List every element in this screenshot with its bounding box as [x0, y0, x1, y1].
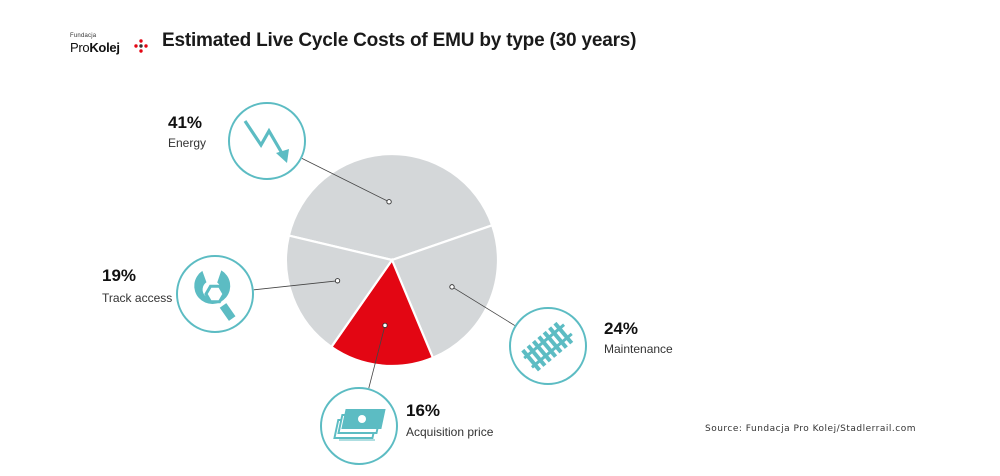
slice-percent-label: 19%: [102, 266, 136, 285]
source-note: Source: Fundacja Pro Kolej/Stadlerrail.c…: [705, 424, 916, 434]
prokolej-logo: Fundacja ProKolej: [70, 33, 150, 57]
leader-line: [301, 158, 390, 203]
logo-dots-icon: [134, 39, 148, 53]
lightning-arrow-icon: [228, 102, 306, 180]
slice-percent-label: 16%: [406, 401, 440, 420]
slice-category-label: Energy: [168, 136, 206, 150]
railway-track-icon: [509, 307, 587, 385]
slice-marker-dot: [449, 284, 455, 290]
pie-slice-maintenance: [390, 223, 500, 360]
logo-foundation-text: Fundacja: [70, 33, 97, 39]
slice-labels: 41% Energy 24% Maintenance 16% Acquisition pr…: [102, 113, 673, 439]
logo-wordmark: ProKolej: [70, 40, 120, 55]
leader-line: [451, 286, 516, 326]
pie-slice-track-access: [284, 234, 394, 349]
banknotes-icon: [320, 387, 398, 465]
logo-kolej-text: Kolej: [89, 40, 120, 55]
slice-percent-label: 24%: [604, 319, 638, 338]
chart-title: Estimated Live Cycle Costs of EMU by typ…: [162, 30, 637, 51]
pie-slice-energy: [287, 152, 494, 262]
slice-marker-dot: [334, 278, 341, 284]
slice-percent-label: 41%: [168, 113, 202, 132]
leader-line: [253, 280, 338, 291]
slice-category-label: Maintenance: [604, 342, 673, 356]
leader-line: [368, 325, 386, 389]
category-icons: [176, 102, 587, 465]
slice-marker-dot: [386, 199, 392, 205]
pie-slices: [284, 152, 500, 368]
slice-category-label: Acquisition price: [406, 425, 494, 439]
pie-slice-acquisition-price: [329, 257, 435, 368]
slice-marker-dot: [382, 322, 388, 328]
logo-pro-text: Pro: [70, 40, 90, 55]
wrench-nut-icon: [176, 255, 254, 333]
leader-lines: [253, 158, 516, 389]
slice-category-label: Track access: [102, 291, 172, 305]
